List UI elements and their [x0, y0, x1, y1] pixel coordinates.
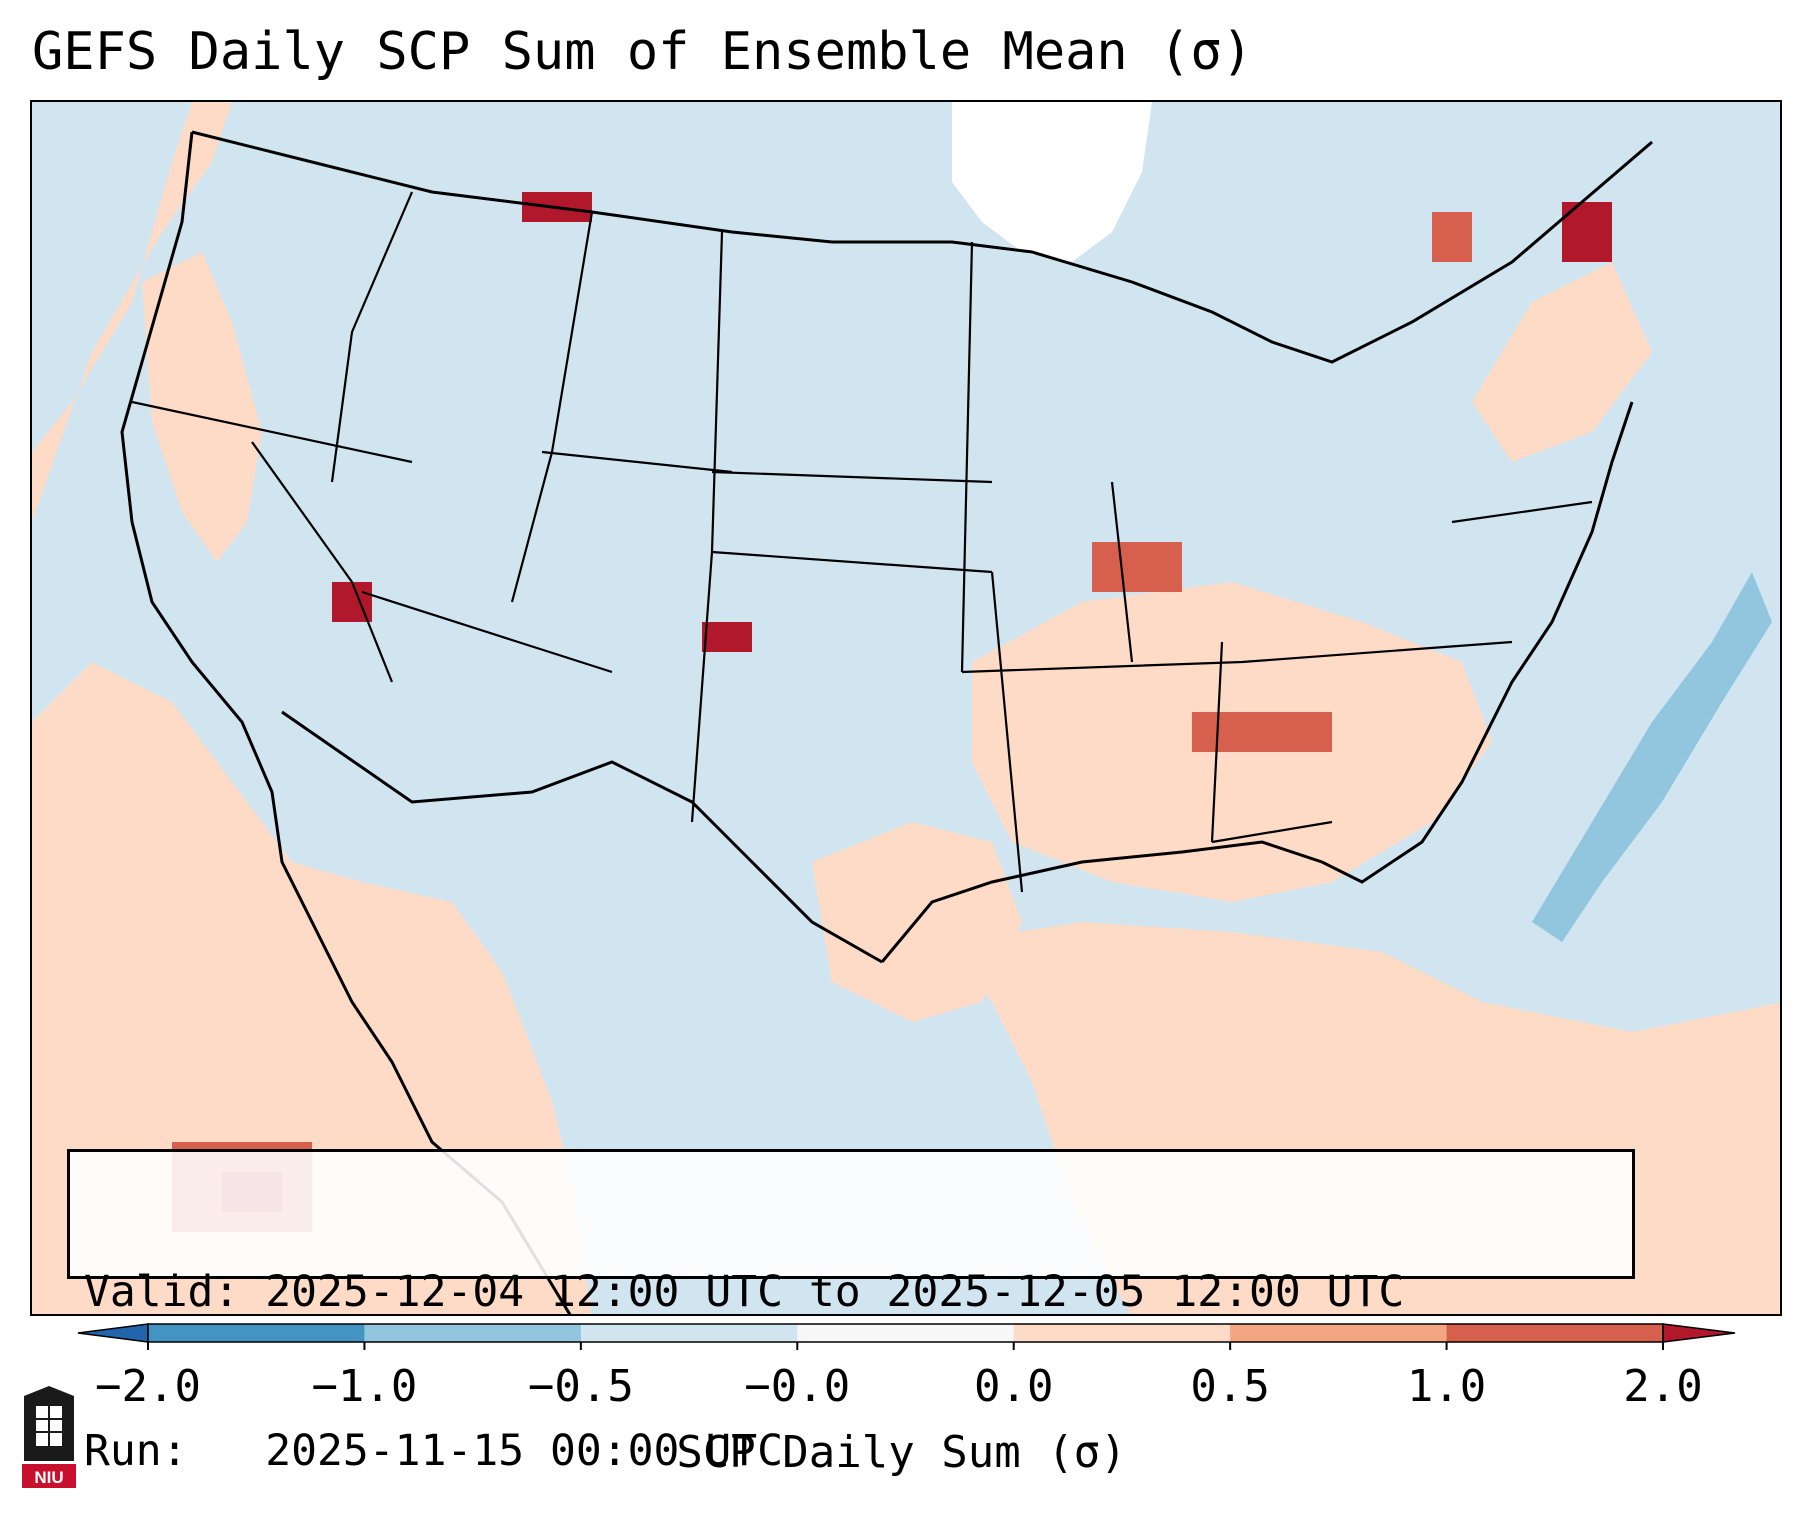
colorbar-segment	[1230, 1324, 1448, 1342]
map-panel	[30, 100, 1782, 1316]
colorbar-tick-label: −2.0	[95, 1361, 201, 1412]
positive-field-northeast	[1472, 262, 1652, 462]
colorbar-tick-label: 1.0	[1406, 1361, 1487, 1412]
logo-banner	[22, 1464, 76, 1488]
colorbar-segment	[580, 1324, 798, 1342]
boundary-lines	[120, 130, 1653, 1314]
valid-value: 2025-12-04 12:00 UTC to 2025-12-05 12:00…	[265, 1267, 1405, 1317]
niu-logo: NIU	[22, 1386, 76, 1488]
anomaly-fields	[32, 102, 1780, 1314]
missing-data-canada	[952, 102, 1152, 262]
run-value: 2025-11-15 00:00 UTC	[265, 1426, 783, 1476]
coastline-west	[120, 131, 572, 1314]
colorbar-tick-label: 0.5	[1190, 1361, 1270, 1412]
run-row: Run: 2025-11-15 00:00 UTC	[84, 1425, 1618, 1478]
colorbar-extend-low	[77, 1323, 149, 1343]
valid-time-box: Valid: 2025-12-04 12:00 UTC to 2025-12-0…	[67, 1149, 1635, 1476]
colorbar-label: SCP Daily Sum (σ)	[676, 1427, 1127, 1478]
colorbar-segment	[148, 1324, 365, 1342]
colorbar-tick-label: −0.5	[527, 1361, 634, 1412]
us-canada-border	[191, 130, 1653, 364]
run-label: Run:	[84, 1426, 188, 1476]
colorbar-segment	[364, 1324, 582, 1342]
colorbar-tick-label: 2.0	[1623, 1361, 1703, 1412]
high-anomaly-tn	[1192, 712, 1332, 752]
gulf-coast	[880, 401, 1634, 963]
positive-field-west-coast	[142, 252, 262, 562]
high-anomaly-co	[702, 622, 752, 652]
colorbar-segment	[1446, 1324, 1664, 1342]
logo-text: NIU	[34, 1468, 63, 1487]
positive-field-west	[32, 102, 232, 522]
chart-title: GEFS Daily SCP Sum of Ensemble Mean (σ)	[32, 22, 1253, 82]
state-lines	[131, 191, 1593, 893]
negative-field-atlantic	[1532, 572, 1772, 942]
logo-grid-icon	[36, 1406, 62, 1446]
colorbar-tick-label: −1.0	[311, 1361, 418, 1412]
colorbar-segment	[1013, 1324, 1231, 1342]
colorbar-tick-label: 0.0	[973, 1361, 1054, 1412]
colorbar-extend-high	[1662, 1323, 1736, 1343]
high-anomaly-ontario	[1432, 212, 1472, 262]
colorbar-segment	[797, 1324, 1015, 1342]
valid-label: Valid:	[84, 1267, 240, 1317]
colorbar	[77, 1323, 1736, 1350]
map-canvas	[32, 102, 1780, 1314]
us-mexico-border	[281, 710, 883, 964]
high-anomaly-il	[1092, 542, 1182, 592]
valid-row: Valid: 2025-12-04 12:00 UTC to 2025-12-0…	[84, 1266, 1618, 1319]
colorbar-tick-label: −0.0	[744, 1361, 851, 1412]
colorbar-frame	[147, 1323, 1664, 1343]
